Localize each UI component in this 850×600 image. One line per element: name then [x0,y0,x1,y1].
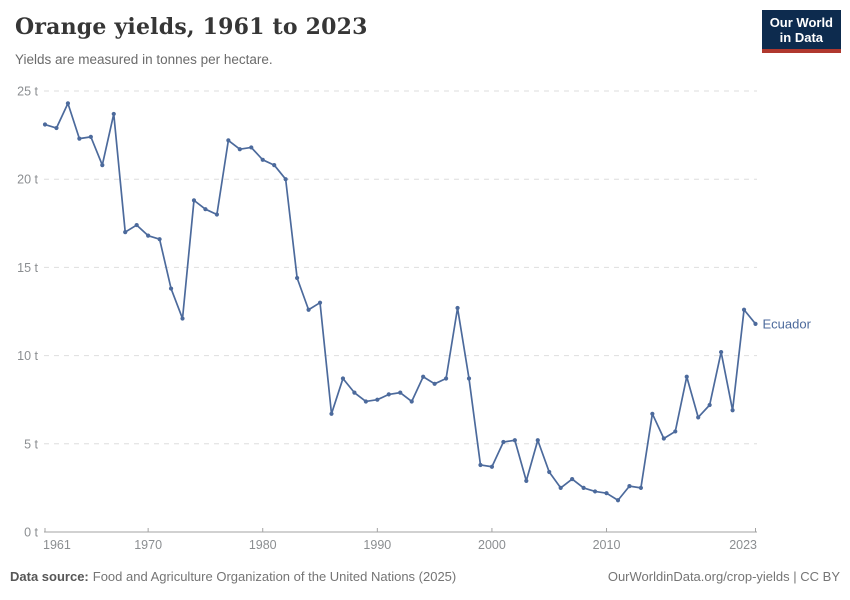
data-point[interactable] [650,411,655,416]
data-point[interactable] [512,438,517,443]
data-point[interactable] [180,316,185,321]
data-point[interactable] [363,399,368,404]
data-point[interactable] [615,498,621,503]
y-tick-label: 15 t [17,261,38,275]
data-point[interactable] [283,177,288,182]
data-point[interactable] [455,305,460,311]
data-point[interactable] [272,162,277,168]
data-point[interactable] [203,207,208,212]
data-point[interactable] [604,491,609,496]
data-point[interactable] [249,145,254,150]
data-source-text: Food and Agriculture Organization of the… [92,569,457,584]
x-tick-label: 1980 [249,538,277,552]
data-point[interactable] [753,321,758,326]
y-tick-label: 5 t [24,437,38,451]
data-point[interactable] [65,101,71,106]
data-point[interactable] [100,162,105,168]
y-tick-label: 25 t [17,85,38,99]
data-point[interactable] [306,307,311,312]
series-end-label: Ecuador [763,316,812,331]
data-point[interactable] [88,134,93,139]
data-line-ecuador[interactable] [44,102,757,502]
y-tick-label: 0 t [24,526,38,540]
data-point[interactable] [478,462,483,468]
x-tick-label: 2023 [729,538,757,552]
x-tick-label: 2000 [478,538,506,552]
data-point[interactable] [581,485,586,490]
y-tick-label: 10 t [17,349,38,363]
credit-link[interactable]: OurWorldinData.org/crop-yields | CC BY [607,569,840,584]
owid-logo-line2: in Data [779,30,824,45]
data-point[interactable] [386,392,391,397]
data-point[interactable] [421,374,426,379]
data-point[interactable] [191,198,197,203]
data-point[interactable] [398,390,403,395]
data-point[interactable] [157,237,162,242]
x-tick-label: 1990 [363,538,391,552]
data-point[interactable] [214,212,219,217]
data-point[interactable] [352,390,357,395]
data-point[interactable] [592,489,598,494]
data-point[interactable] [226,138,231,143]
data-point[interactable] [54,125,59,131]
x-tick-label: 1970 [134,538,162,552]
data-point[interactable] [524,478,529,483]
page-title: Orange yields, 1961 to 2023 [15,14,368,40]
data-point[interactable] [558,485,563,490]
data-point[interactable] [168,286,174,291]
chart-footer: Data source: Food and Agriculture Organiz… [10,569,840,584]
data-point[interactable] [42,122,48,127]
data-source: Data source: Food and Agriculture Organiz… [10,569,456,584]
data-point[interactable] [295,275,300,281]
data-point[interactable] [237,147,242,152]
data-point[interactable] [489,464,495,469]
data-point[interactable] [661,436,666,441]
owid-logo-line1: Our World [769,15,833,30]
data-point[interactable] [409,399,414,404]
data-point[interactable] [260,157,265,162]
data-point[interactable] [547,469,552,475]
y-tick-label: 20 t [17,173,38,187]
data-point[interactable] [146,233,151,238]
data-point[interactable] [432,381,437,386]
data-point[interactable] [684,374,689,379]
data-point[interactable] [638,485,644,490]
chart-subtitle: Yields are measured in tonnes per hectar… [15,52,273,67]
data-point[interactable] [719,349,724,355]
data-point[interactable] [730,408,735,413]
data-point[interactable] [570,476,575,482]
data-point[interactable] [696,415,701,420]
data-point[interactable] [123,230,128,235]
owid-logo[interactable]: Our World in Data [761,10,841,53]
data-point[interactable] [375,397,380,402]
data-point[interactable] [466,376,472,381]
data-point[interactable] [134,222,139,228]
data-point[interactable] [77,136,82,141]
data-point[interactable] [329,411,334,416]
data-point[interactable] [111,111,116,117]
data-point[interactable] [501,439,506,445]
data-point[interactable] [627,484,632,489]
x-tick-label: 1961 [43,538,71,552]
data-point[interactable] [673,429,678,434]
data-point[interactable] [443,376,449,381]
data-point[interactable] [317,300,323,305]
data-point[interactable] [340,376,346,381]
data-point[interactable] [707,402,712,408]
data-source-label: Data source: [10,569,89,584]
data-point[interactable] [535,438,540,443]
data-point[interactable] [741,307,747,312]
x-tick-label: 2010 [593,538,621,552]
